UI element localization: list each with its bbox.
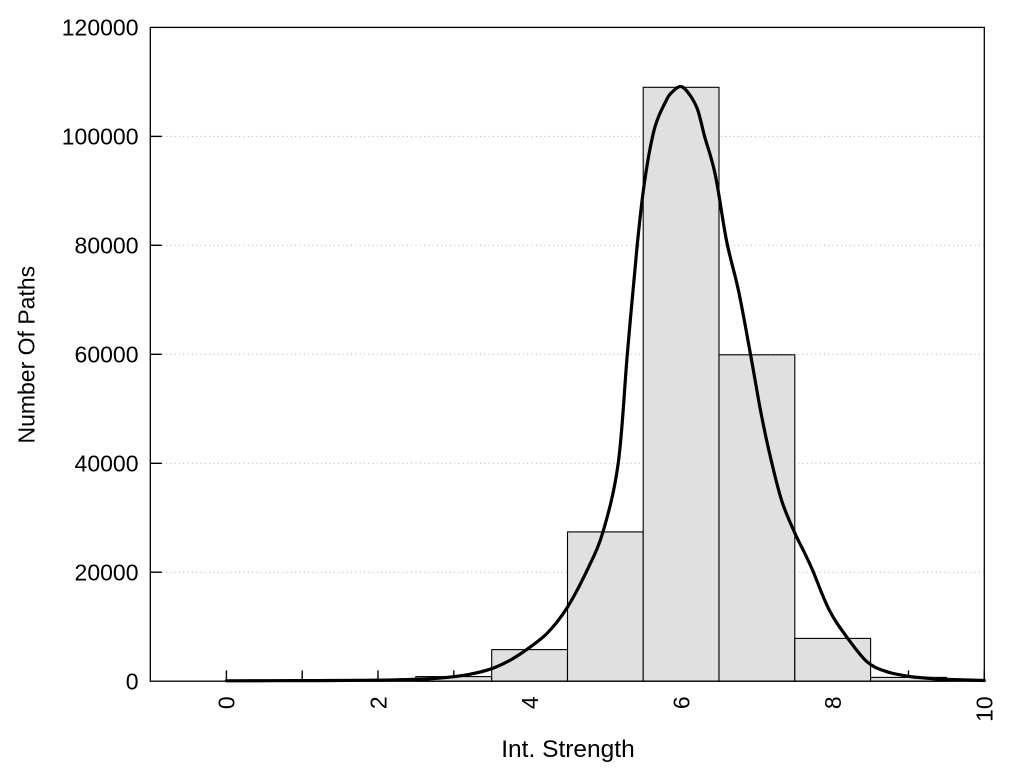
svg-text:8: 8	[820, 696, 846, 709]
svg-text:0: 0	[126, 668, 139, 694]
svg-text:2: 2	[365, 696, 391, 709]
svg-text:0: 0	[214, 696, 240, 709]
svg-text:Int. Strength: Int. Strength	[501, 736, 634, 763]
svg-text:20000: 20000	[75, 559, 139, 585]
svg-text:6: 6	[668, 696, 694, 709]
svg-text:60000: 60000	[75, 342, 139, 368]
svg-text:80000: 80000	[75, 233, 139, 259]
svg-text:10: 10	[972, 696, 998, 722]
svg-text:4: 4	[517, 696, 543, 709]
svg-text:Number Of Paths: Number Of Paths	[14, 266, 40, 444]
svg-text:120000: 120000	[62, 15, 139, 41]
svg-text:40000: 40000	[75, 451, 139, 477]
svg-text:100000: 100000	[62, 124, 139, 150]
